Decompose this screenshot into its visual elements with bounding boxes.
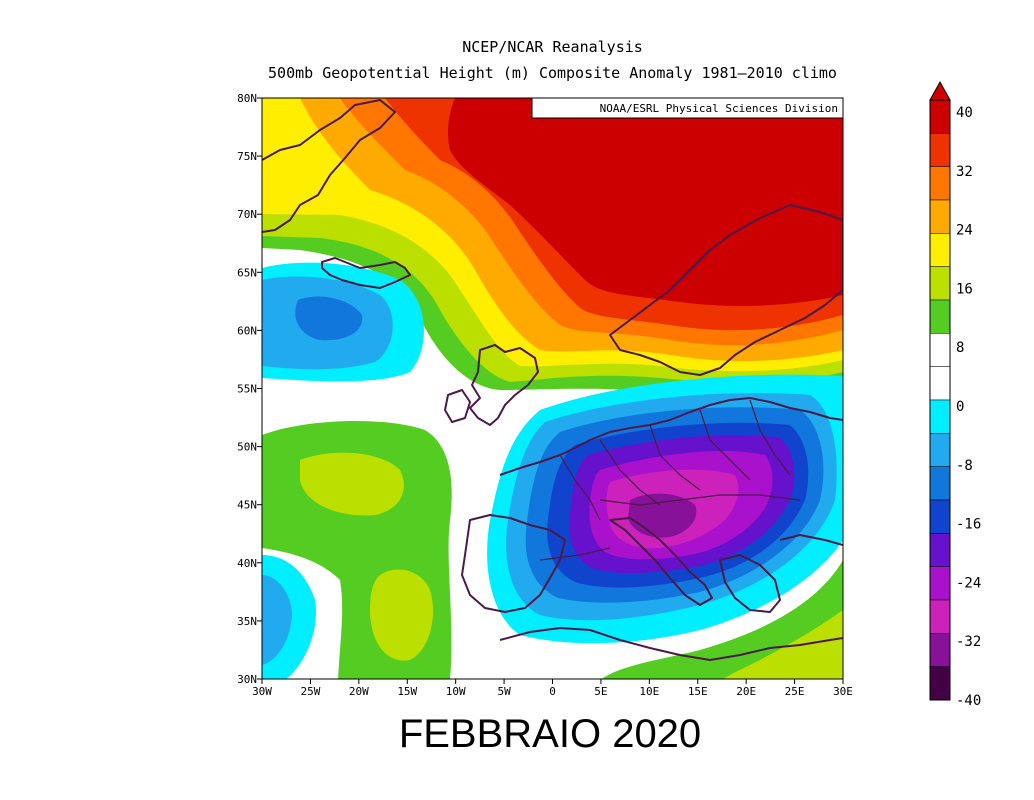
colorbar-label: -40: [956, 693, 981, 709]
period-caption: FEBBRAIO 2020: [398, 712, 702, 756]
coastline-north-africa: [499, 627, 843, 661]
colorbar-outline: [929, 99, 951, 701]
colorbar-label: -16: [956, 517, 981, 533]
lat-tick-label: 60N: [237, 324, 257, 337]
lon-tick-label: 0: [549, 685, 556, 698]
border-east-1: [749, 399, 791, 476]
latitude-axis: 80N 75N 70N 65N 60N 55N 50N 45N 40N 35N 30N: [237, 92, 262, 686]
lon-tick-label: 25W: [300, 685, 320, 698]
colorbar-swatch: [929, 366, 951, 401]
border-south: [539, 547, 611, 561]
colorbar-label: 40: [956, 105, 973, 121]
colorbar-swatch: [929, 99, 951, 134]
lat-tick-label: 75N: [237, 150, 257, 163]
lat-tick-label: 30N: [237, 673, 257, 686]
coastline-iberia: [461, 514, 566, 613]
colorbar-swatch: [929, 666, 951, 701]
contour-southwest-16b: [370, 569, 434, 661]
colorbar-swatch: [929, 566, 951, 601]
contour-southwest-16a: [300, 452, 404, 516]
colorbar-swatch: [929, 133, 951, 167]
colorbar-swatch: [929, 299, 951, 334]
coastline-italy: [609, 517, 713, 606]
colorbar-label: 32: [956, 164, 973, 180]
positive-anomaly-north: [262, 98, 843, 395]
positive-anomaly-southeast: [601, 560, 843, 679]
coastline-greenland: [262, 99, 396, 233]
negative-anomaly-west: [262, 262, 424, 382]
lon-tick-label: 10E: [639, 685, 659, 698]
lat-tick-label: 40N: [237, 557, 257, 570]
coastline-black-sea: [779, 534, 843, 546]
colorbar-swatch: [929, 333, 951, 367]
lon-tick-label: 5W: [497, 685, 511, 698]
colorbar-swatch: [929, 433, 951, 467]
colorbar-swatch: [929, 166, 951, 201]
colorbar-label: 0: [956, 399, 964, 415]
contour-sw-edge-16: [262, 575, 292, 665]
coastline-balkans: [719, 554, 781, 613]
colorbar-swatch: [929, 499, 951, 534]
lat-tick-label: 70N: [237, 208, 257, 221]
border-east-west: [599, 494, 801, 506]
lat-tick-label: 80N: [237, 92, 257, 105]
colorbar-swatch: [929, 633, 951, 667]
colorbar-swatch: [929, 533, 951, 567]
lat-tick-label: 50N: [237, 441, 257, 454]
colorbar-label: 8: [956, 340, 964, 356]
lat-tick-label: 45N: [237, 499, 257, 512]
chart-subtitle: 500mb Geopotential Height (m) Composite …: [268, 64, 837, 82]
coastline-scandinavia: [609, 204, 843, 376]
contour-positive-max: [447, 98, 843, 306]
colorbar: 40 32 24 16 8 0 -8 -16 -24 -32 -40: [929, 80, 981, 709]
lon-tick-label: 30W: [252, 685, 272, 698]
lat-tick-label: 55N: [237, 383, 257, 396]
coastline-britain: [469, 344, 539, 426]
colorbar-arrow-top: [929, 80, 951, 101]
lon-tick-label: 20E: [736, 685, 756, 698]
lon-tick-label: 10W: [446, 685, 466, 698]
anomaly-field: NOAA/ESRL Physical Sciences Division: [262, 98, 843, 679]
lon-tick-label: 25E: [785, 685, 805, 698]
lat-tick-label: 35N: [237, 615, 257, 628]
positive-anomaly-southwest: [262, 420, 452, 679]
lat-tick-label: 65N: [237, 266, 257, 279]
colorbar-swatch: [929, 199, 951, 234]
border-central-1: [599, 439, 661, 506]
lon-tick-label: 5E: [594, 685, 607, 698]
border-france-germany: [559, 454, 601, 521]
negative-anomaly-europe: [487, 374, 843, 644]
credit-text: NOAA/ESRL Physical Sciences Division: [600, 102, 838, 115]
country-borders: [539, 399, 801, 561]
coastline-ireland: [444, 389, 471, 423]
colorbar-label: -24: [956, 575, 981, 591]
colorbar-swatch: [929, 599, 951, 634]
border-central-3: [699, 409, 751, 481]
lon-tick-label: 15E: [688, 685, 708, 698]
contour-west-core: [295, 296, 363, 341]
colorbar-swatch: [929, 399, 951, 434]
lon-tick-label: 15W: [397, 685, 417, 698]
colorbar-label: -8: [956, 458, 973, 474]
colorbar-label: -32: [956, 634, 981, 650]
colorbar-swatch: [929, 266, 951, 301]
lon-tick-label: 20W: [349, 685, 369, 698]
lon-tick-label: 30E: [833, 685, 853, 698]
colorbar-swatch: [929, 233, 951, 267]
border-central-2: [649, 424, 701, 491]
chart-title: NCEP/NCAR Reanalysis: [462, 38, 643, 56]
credit-box: [531, 98, 843, 119]
coastline-iceland: [321, 257, 411, 289]
colorbar-label: 24: [956, 223, 973, 239]
colorbar-swatch: [929, 466, 951, 501]
negative-anomaly-southwest-edge: [262, 555, 316, 679]
colorbar-label: 16: [956, 281, 973, 297]
longitude-axis: 30W 25W 20W 15W 10W 5W 0 5E 10E 15E 20E 25E 30E: [252, 679, 853, 698]
contour-southeast-16: [722, 610, 843, 679]
